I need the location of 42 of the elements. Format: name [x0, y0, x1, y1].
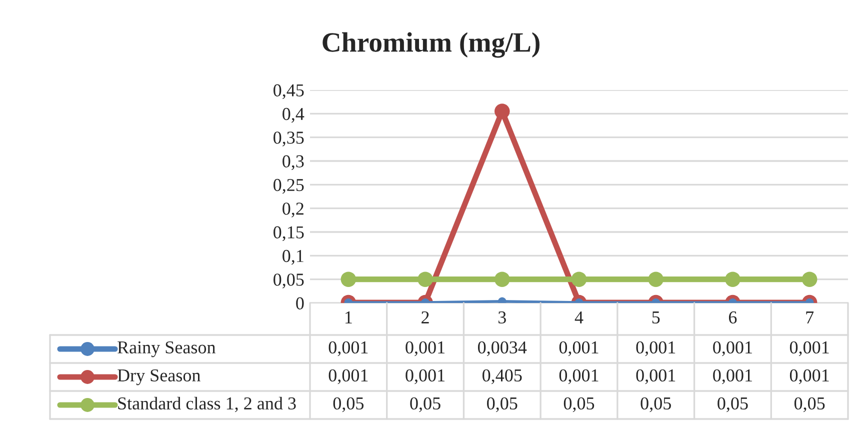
data-label: 0,001: [328, 341, 368, 356]
y-tick-label: 0: [296, 297, 304, 310]
data-label: 0,001: [406, 369, 445, 384]
chart-title: Chromium (mg/L): [322, 32, 540, 58]
data-label: 0,05: [794, 397, 825, 412]
data-label: 0,05: [333, 397, 364, 412]
legend-label: Rainy Season: [118, 341, 216, 358]
y-tick-label: 0,05: [274, 274, 304, 288]
y-tick-label: 0,35: [274, 132, 304, 146]
data-label: 0,001: [790, 341, 829, 356]
legend-label: Standard class 1, 2 and 3: [118, 396, 296, 412]
data-label: 0,001: [790, 369, 829, 384]
x-tick-label: 4: [574, 311, 584, 324]
x-tick-label: 3: [498, 311, 506, 324]
data-label: 0,001: [559, 341, 598, 356]
y-tick-label: 0,25: [274, 178, 304, 194]
y-tick-label: 0,4: [282, 108, 304, 123]
y-tick-label: 0,3: [282, 155, 304, 170]
data-label: 0,0034: [478, 341, 527, 356]
data-label: 0,05: [410, 397, 440, 412]
y-tick-label: 0,1: [282, 250, 304, 265]
data-label: 0,001: [636, 369, 676, 384]
legend-label: Dry Season: [118, 369, 200, 386]
data-label: 0,001: [713, 369, 752, 384]
y-tick-label: 0,15: [274, 226, 304, 242]
x-tick-label: 6: [728, 311, 737, 324]
data-label: 0,05: [640, 397, 671, 412]
data-label: 0,05: [487, 397, 518, 412]
data-label: 0,001: [636, 341, 676, 356]
data-label: 0,05: [718, 397, 748, 412]
data-label: 0,05: [564, 397, 594, 412]
y-tick-label: 0,2: [282, 202, 304, 218]
data-label: 0,001: [328, 369, 368, 384]
y-tick-label: 0,45: [274, 84, 304, 100]
data-label: 0,001: [713, 341, 752, 356]
data-label: 0,001: [406, 341, 445, 356]
x-tick-label: 7: [806, 312, 814, 324]
data-label: 0,001: [559, 369, 598, 384]
data-label: 0,405: [482, 369, 522, 384]
x-tick-label: 5: [652, 312, 660, 324]
x-tick-label: 1: [346, 311, 352, 324]
x-tick-label: 2: [422, 311, 429, 324]
